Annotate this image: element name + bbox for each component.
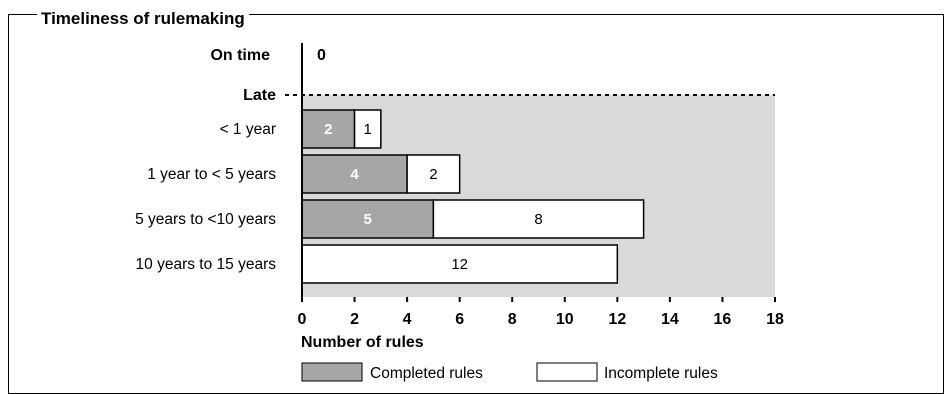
x-axis-title: Number of rules: [301, 334, 424, 351]
bar-value-label: 4: [350, 166, 359, 183]
x-tick-label: 14: [661, 311, 679, 328]
x-tick-label: 8: [508, 311, 517, 328]
late-label: Late: [243, 87, 276, 104]
legend-label-completed: Completed rules: [370, 365, 483, 382]
bar-value-label: 2: [324, 121, 332, 138]
bar-incomplete: [432, 199, 645, 239]
bar-incomplete: [353, 109, 382, 149]
category-label: 10 years to 15 years: [136, 256, 277, 273]
chart-title: Timeliness of rulemaking: [37, 9, 249, 29]
bar-completed: [301, 199, 435, 239]
x-tick-label: 10: [556, 311, 574, 328]
legend-label-incomplete: Incomplete rules: [604, 365, 718, 382]
x-tick-label: 6: [455, 311, 464, 328]
category-label: < 1 year: [220, 121, 276, 138]
on-time-value-label: 0: [317, 47, 326, 64]
x-tick-label: 0: [298, 311, 307, 328]
bar-value-label: 2: [429, 166, 437, 183]
category-label: 5 years to <10 years: [135, 211, 276, 228]
x-tick-label: 4: [403, 311, 412, 328]
bar-value-label: 12: [451, 256, 468, 273]
category-label: 1 year to < 5 years: [147, 166, 276, 183]
category-labels: < 1 year 1 year to < 5 years 5 years to <1…: [135, 121, 276, 273]
x-tick-label: 12: [608, 311, 626, 328]
x-tick-label: 2: [350, 311, 359, 328]
legend-swatch-completed: [301, 362, 363, 382]
bar-value-label: 5: [364, 211, 372, 228]
bar-incomplete: [406, 154, 461, 194]
legend-swatch-incomplete: [536, 362, 598, 382]
bar-value-label: 8: [534, 211, 542, 228]
x-axis-ticks: 0 2 4 6 8 10 12 14 16 18: [298, 297, 784, 328]
x-tick-label: 16: [714, 311, 732, 328]
bar-value-label: 1: [364, 121, 372, 138]
x-tick-label: 18: [766, 311, 784, 328]
on-time-label: On time: [210, 47, 270, 64]
